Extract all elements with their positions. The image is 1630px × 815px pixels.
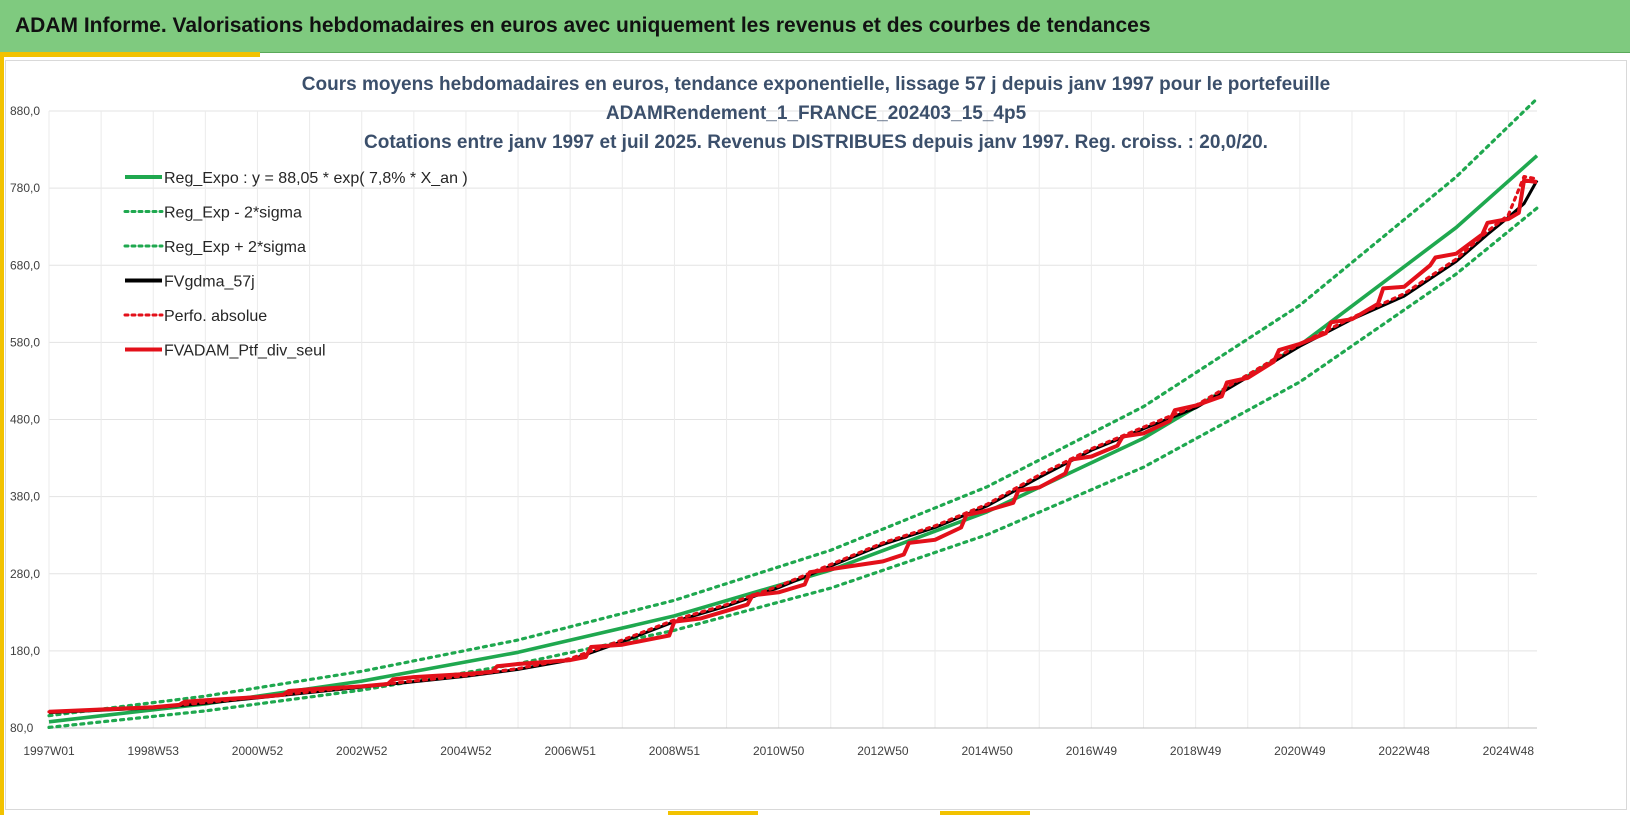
x-tick-label: 1998W53 [128, 744, 180, 758]
y-tick-label: 280,0 [10, 567, 40, 581]
chart-title-line: Cours moyens hebdomadaires en euros, ten… [302, 74, 1330, 95]
series-layer [47, 97, 1539, 730]
x-tick-label: 1997W01 [23, 744, 75, 758]
series-line-perfo-absolue [47, 174, 1539, 714]
y-tick-label: 80,0 [10, 721, 34, 735]
series-line-reg-exp-2-sigma [47, 97, 1539, 718]
x-tick-label: 2016W49 [1066, 744, 1118, 758]
accent-strip-top [0, 52, 260, 57]
chart-frame: Cours moyens hebdomadaires en euros, ten… [5, 60, 1627, 810]
x-tick-label: 2010W50 [753, 744, 805, 758]
y-tick-label: 880,0 [10, 104, 40, 118]
grid-layer [48, 110, 1537, 729]
page-title: ADAM Informe. Valorisations hebdomadaire… [15, 14, 1151, 37]
legend-label: FVgdma_57j [164, 274, 255, 291]
y-tick-label: 480,0 [10, 413, 40, 427]
chart-title-line: ADAMRendement_1_FRANCE_202403_15_4p5 [606, 103, 1027, 124]
chart: Cours moyens hebdomadaires en euros, ten… [10, 74, 1539, 758]
legend-label: Reg_Exp - 2*sigma [164, 205, 302, 222]
y-tick-label: 780,0 [10, 181, 40, 195]
accent-strip-bottom [668, 811, 758, 815]
accent-strip-left [0, 52, 4, 815]
legend-label: Reg_Expo : y = 88,05 * exp( 7,8% * X_an … [164, 170, 468, 187]
x-tick-label: 2006W51 [545, 744, 597, 758]
y-tick-label: 680,0 [10, 258, 40, 272]
x-tick-label: 2024W48 [1483, 744, 1535, 758]
header-bar: ADAM Informe. Valorisations hebdomadaire… [0, 0, 1630, 53]
series-line-fvadam-ptf-div-seul [48, 178, 1538, 714]
x-tick-label: 2004W52 [440, 744, 492, 758]
x-tick-label: 2014W50 [961, 744, 1013, 758]
x-tick-label: 2020W49 [1274, 744, 1326, 758]
legend: Reg_Expo : y = 88,05 * exp( 7,8% * X_an … [123, 170, 468, 360]
x-tick-label: 2000W52 [232, 744, 284, 758]
legend-label: Perfo. absolue [164, 308, 267, 325]
x-tick-label: 2012W50 [857, 744, 909, 758]
axis-layer: 80,0 180,0 280,0 380,0 480,0 580,0 680,0 780,0 8… [10, 104, 1537, 758]
y-tick-label: 180,0 [10, 644, 40, 658]
legend-label: Reg_Exp + 2*sigma [164, 239, 306, 256]
chart-title-line: Cotations entre janv 1997 et juil 2025. … [364, 132, 1268, 153]
y-tick-label: 580,0 [10, 335, 40, 349]
series-line-reg-exp-2-sigma [47, 206, 1539, 730]
series-line-fvgdma-57j [48, 179, 1539, 715]
x-tick-label: 2022W48 [1378, 744, 1430, 758]
x-tick-label: 2018W49 [1170, 744, 1222, 758]
x-tick-label: 2008W51 [649, 744, 701, 758]
accent-strip-bottom [940, 811, 1030, 815]
x-tick-label: 2002W52 [336, 744, 388, 758]
legend-label: FVADAM_Ptf_div_seul [164, 343, 326, 360]
y-tick-label: 380,0 [10, 490, 40, 504]
chart-title-group: Cours moyens hebdomadaires en euros, ten… [302, 74, 1330, 153]
